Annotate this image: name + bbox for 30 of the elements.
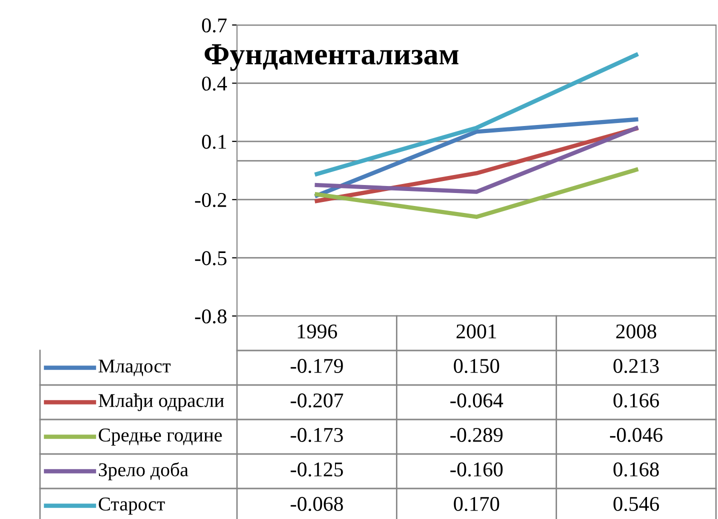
x-tick-label: 2001	[456, 324, 496, 338]
data-label: 0.150	[454, 358, 500, 374]
data-label: 0.170	[454, 496, 500, 512]
data-label: -0.046	[610, 428, 662, 442]
x-tick-label: 1996	[298, 324, 338, 338]
y-tick-label: 0.7	[202, 18, 227, 33]
data-label: -0.125	[290, 462, 343, 477]
x-tick-label: 2008	[616, 324, 656, 338]
data-label: 0.546	[614, 496, 659, 512]
legend-label: Средње године	[98, 428, 222, 446]
legend-label: Зрело доба	[98, 462, 188, 480]
text: Фундаментализам	[204, 44, 458, 71]
data-label: -0.064	[450, 393, 504, 408]
data-label: -0.289	[450, 428, 503, 442]
legend-label: Старост	[98, 498, 165, 515]
data-label: 0.166	[614, 393, 659, 408]
data-label: 0.168	[614, 462, 659, 477]
legend-label: Младост	[98, 360, 171, 376]
y-tick-label: 0.1	[202, 134, 226, 149]
data-label: 0.213	[614, 358, 659, 374]
legend-label: Млађи одрасли	[98, 393, 224, 412]
y-tick-label: -0.8	[195, 309, 226, 324]
data-label: -0.173	[290, 428, 343, 442]
data-label: -0.160	[450, 462, 503, 477]
y-tick-label: -0.5	[195, 251, 226, 266]
y-tick-label: -0.2	[195, 192, 226, 208]
data-label: -0.179	[290, 358, 343, 374]
y-tick-label: 0.4	[202, 76, 227, 91]
data-label: -0.068	[290, 496, 343, 512]
data-label: -0.207	[290, 393, 344, 408]
